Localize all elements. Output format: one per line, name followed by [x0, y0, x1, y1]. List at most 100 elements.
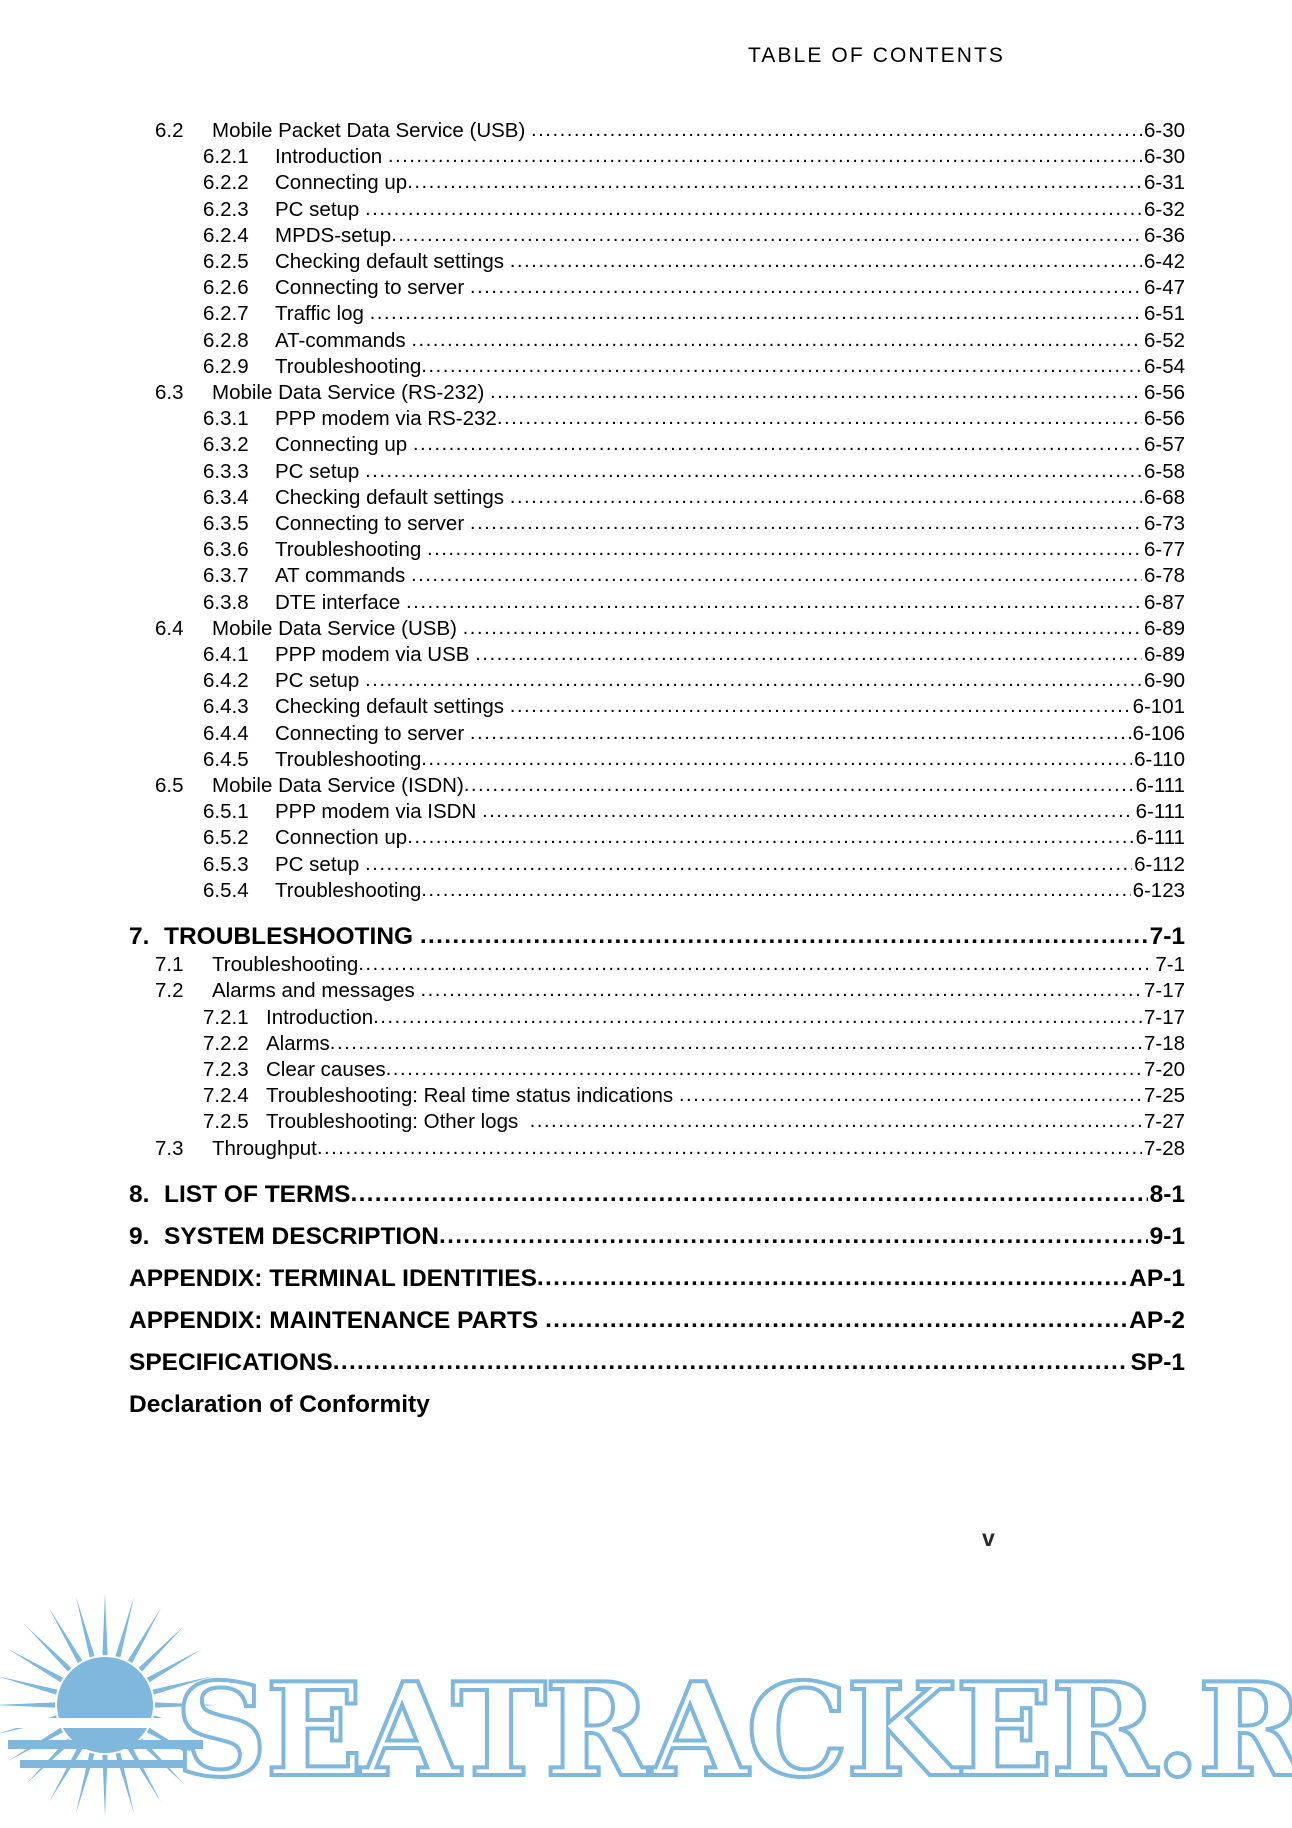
toc-leader-dots	[333, 1347, 1129, 1377]
toc-entry[interactable]: 6.5.4 Troubleshooting 6-123	[0, 878, 1292, 904]
toc-entry[interactable]: 6.2.1 Introduction 6-30	[0, 144, 1292, 170]
toc-entry[interactable]: 6.3.3 PC setup 6-58	[0, 459, 1292, 485]
toc-entry[interactable]: APPENDIX: MAINTENANCE PARTS AP-2	[0, 1306, 1292, 1336]
toc-entry-number: 6.2.6	[203, 276, 249, 300]
toc-entry[interactable]: 7.3 Throughput 7-28	[0, 1136, 1292, 1162]
toc-entry-title: APPENDIX: MAINTENANCE PARTS	[129, 1306, 546, 1334]
toc-leader-dots	[421, 353, 1142, 379]
toc-entry-number: 6.3.1	[203, 407, 249, 431]
toc-entry[interactable]: 6.3.4 Checking default settings 6-68	[0, 485, 1292, 511]
toc-entry-title: Checking default settings	[275, 485, 510, 509]
toc-entry[interactable]: 6.3.1 PPP modem via RS-232 6-56	[0, 406, 1292, 432]
toc-entry-title: Introduction	[275, 145, 388, 169]
toc-entry[interactable]: 6.4.4 Connecting to server 6-106	[0, 721, 1292, 747]
toc-entry[interactable]: 6.5 Mobile Data Service (ISDN) 6-111	[0, 773, 1292, 799]
toc-entry[interactable]: 6.5.1 PPP modem via ISDN 6-111	[0, 799, 1292, 825]
toc-entry[interactable]: 6.4.2 PC setup 6-90	[0, 668, 1292, 694]
toc-entry-number: 6.4.4	[203, 721, 249, 745]
toc-entry-page: 6-77	[1143, 538, 1185, 562]
toc-entry[interactable]: Declaration of Conformity	[0, 1390, 1292, 1420]
toc-entry[interactable]: 7. TROUBLESHOOTING 7-1	[0, 922, 1292, 952]
toc-entry-page: 6-42	[1143, 250, 1185, 274]
toc-entry[interactable]: 8. LIST OF TERMS 8-1	[0, 1180, 1292, 1210]
toc-entry[interactable]: 6.5.3 PC setup 6-112	[0, 852, 1292, 878]
toc-entry-page: 7-17	[1143, 1005, 1185, 1029]
toc-leader-dots	[365, 667, 1142, 693]
toc-entry-page: SP-1	[1130, 1348, 1185, 1376]
toc-entry[interactable]: 6.2.5 Checking default settings 6-42	[0, 249, 1292, 275]
toc-entry[interactable]: APPENDIX: TERMINAL IDENTITIES AP-1	[0, 1264, 1292, 1294]
toc-entry[interactable]: 6.3.6 Troubleshooting 6-77	[0, 537, 1292, 563]
toc-entry[interactable]: SPECIFICATIONS SP-1	[0, 1348, 1292, 1378]
toc-entry-page: 6-30	[1143, 119, 1185, 142]
toc-entry[interactable]: 7.2.4 Troubleshooting: Real time status i…	[0, 1083, 1292, 1109]
toc-entry-number: 6.5	[155, 774, 184, 798]
toc-entry[interactable]: 7.2 Alarms and messages 7-17	[0, 978, 1292, 1004]
toc-entry-number: 7.	[129, 923, 150, 951]
toc-entry-page: 6-87	[1143, 590, 1185, 614]
toc-entry-page: 6-36	[1143, 223, 1185, 247]
toc-entry-page: 6-110	[1134, 747, 1185, 771]
toc-entry-number: 7.2.4	[203, 1084, 249, 1108]
toc-entry-number: 6.2.5	[203, 250, 249, 274]
toc-entry[interactable]: 6.2.4 MPDS-setup 6-36	[0, 223, 1292, 249]
toc-leader-dots	[470, 274, 1142, 300]
toc-entry-number: 6.5.4	[203, 878, 249, 902]
toc-entry-number: 7.2	[155, 979, 184, 1003]
toc-leader-dots	[510, 248, 1142, 274]
toc-leader-dots	[420, 921, 1148, 951]
toc-entry[interactable]: 6.2.6 Connecting to server 6-47	[0, 275, 1292, 301]
toc-entry-page: 7-17	[1143, 979, 1185, 1003]
toc-entry[interactable]: 6.4.5 Troubleshooting 6-110	[0, 747, 1292, 773]
toc-leader-dots	[411, 327, 1142, 353]
toc-entry-title: SPECIFICATIONS	[129, 1348, 333, 1376]
toc-entry[interactable]: 6.5.2 Connection up 6-111	[0, 825, 1292, 851]
toc-entry-title: Troubleshooting: Real time status indica…	[266, 1084, 679, 1108]
page-header: TABLE OF CONTENTS	[748, 44, 1005, 68]
toc-entry-title: Troubleshooting: Other logs	[266, 1110, 530, 1134]
toc-entry[interactable]: 6.2.9 Troubleshooting 6-54	[0, 354, 1292, 380]
toc-entry[interactable]: 6.3.5 Connecting to server 6-73	[0, 511, 1292, 537]
toc-entry-number: 6.2	[155, 119, 184, 142]
toc-entry-title: Connecting to server	[275, 512, 470, 536]
toc-entry[interactable]: 6.2.3 PC setup 6-32	[0, 197, 1292, 223]
toc-leader-dots	[497, 405, 1142, 431]
toc-entry[interactable]: 6.3.2 Connecting up 6-57	[0, 432, 1292, 458]
toc-entry[interactable]: 6.4 Mobile Data Service (USB) 6-89	[0, 616, 1292, 642]
toc-entry[interactable]: 6.2.2 Connecting up 6-31	[0, 170, 1292, 196]
toc-entry-page: 7-27	[1143, 1110, 1185, 1134]
toc-entry-title: PPP modem via RS-232	[275, 407, 497, 431]
toc-leader-dots	[530, 1108, 1142, 1134]
toc-entry[interactable]: 6.2 Mobile Packet Data Service (USB) 6-30	[0, 118, 1292, 144]
toc-entry[interactable]: 6.4.1 PPP modem via USB 6-89	[0, 642, 1292, 668]
toc-entry-page: 6-56	[1143, 381, 1185, 405]
toc-entry-number: 6.3.7	[203, 564, 249, 588]
toc-entry[interactable]: 6.3 Mobile Data Service (RS-232) 6-56	[0, 380, 1292, 406]
toc-leader-dots	[470, 510, 1142, 536]
toc-entry[interactable]: 7.2.3 Clear causes 7-20	[0, 1057, 1292, 1083]
toc-entry-title: Checking default settings	[275, 250, 510, 274]
toc-leader-dots	[411, 562, 1142, 588]
toc-entry[interactable]: 7.2.2 Alarms 7-18	[0, 1031, 1292, 1057]
toc-leader-dots	[365, 458, 1142, 484]
toc-entry[interactable]: 6.3.8 DTE interface 6-87	[0, 590, 1292, 616]
toc-leader-dots	[373, 1004, 1142, 1030]
toc-entry[interactable]: 7.2.5 Troubleshooting: Other logs 7-27	[0, 1109, 1292, 1135]
toc-leader-dots	[406, 589, 1142, 615]
toc-entry-title: Connection up	[275, 826, 408, 850]
table-of-contents: 6.2 Mobile Packet Data Service (USB) 6-30…	[0, 118, 1292, 1420]
toc-entry[interactable]: 7.2.1 Introduction 7-17	[0, 1005, 1292, 1031]
toc-entry-title: Troubleshooting	[275, 354, 422, 378]
toc-entry-number: 6.3.6	[203, 538, 249, 562]
watermark: SEATRACKER.RU	[0, 1578, 1292, 1828]
toc-entry[interactable]: 7.1 Troubleshooting 7-1	[0, 952, 1292, 978]
toc-entry[interactable]: 6.2.7 Traffic log 6-51	[0, 301, 1292, 327]
toc-entry[interactable]: 6.4.3 Checking default settings 6-101	[0, 694, 1292, 720]
toc-entry-title: DTE interface	[275, 590, 407, 614]
toc-entry-title: Troubleshooting	[275, 538, 427, 562]
toc-entry[interactable]: 9. SYSTEM DESCRIPTION 9-1	[0, 1222, 1292, 1252]
sunburst-logo-icon	[0, 1593, 217, 1817]
toc-entry-number: 6.2.3	[203, 197, 249, 221]
toc-entry[interactable]: 6.2.8 AT-commands 6-52	[0, 328, 1292, 354]
toc-entry[interactable]: 6.3.7 AT commands 6-78	[0, 563, 1292, 589]
